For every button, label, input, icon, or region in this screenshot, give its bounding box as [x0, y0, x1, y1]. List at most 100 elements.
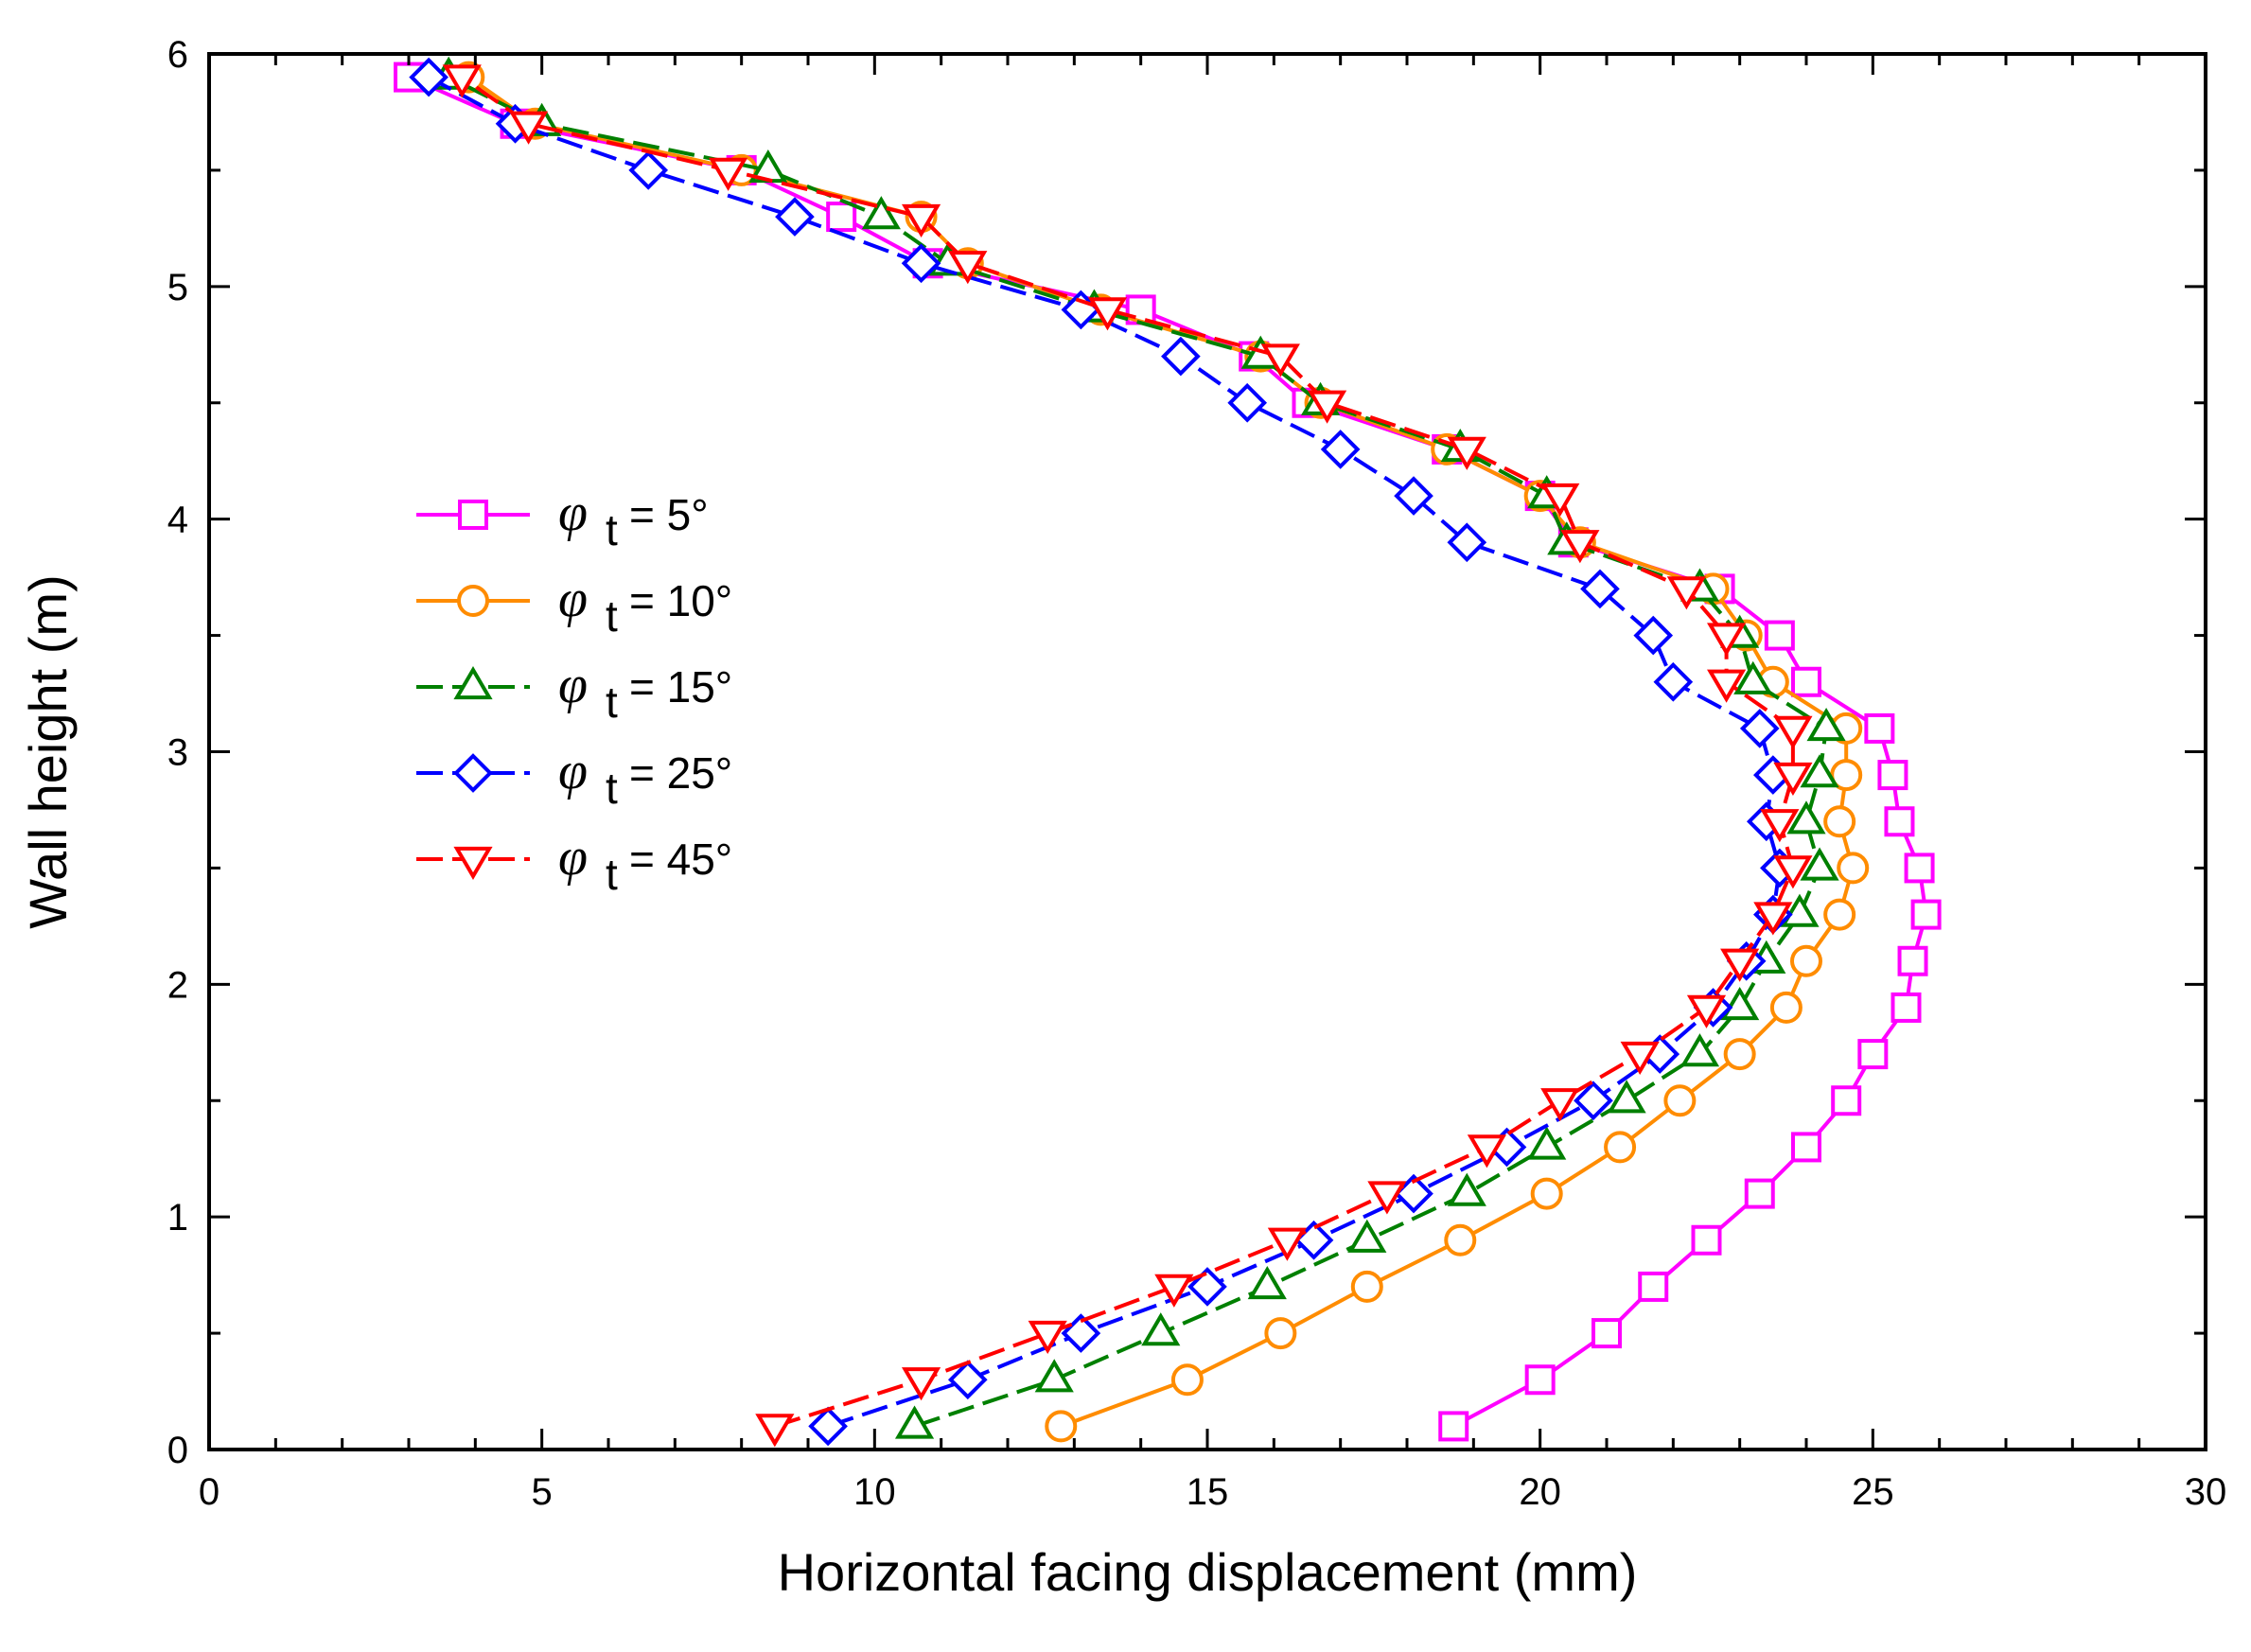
circle-marker — [1823, 805, 1856, 838]
circle-marker — [1790, 944, 1822, 977]
triangle-up-marker — [1679, 1033, 1720, 1067]
diamond-marker — [1633, 615, 1674, 656]
triangle-up-marker — [1347, 1219, 1387, 1253]
triangle-up-marker — [1780, 893, 1820, 927]
diamond-marker — [453, 753, 493, 793]
diamond-marker — [947, 1360, 988, 1400]
triangle-down-marker — [442, 64, 482, 98]
triangle-up-marker — [861, 196, 901, 230]
triangle-up-marker — [1806, 707, 1846, 742]
triangle-up-marker — [1733, 660, 1773, 694]
triangle-down-marker — [1367, 1181, 1407, 1215]
triangle-down-marker — [1540, 1088, 1580, 1122]
triangle-down-marker — [1447, 436, 1486, 470]
circle-marker — [1444, 1223, 1477, 1257]
triangle-down-marker — [901, 203, 941, 238]
legend-value: = 5° — [629, 490, 709, 539]
square-marker — [1592, 1318, 1622, 1349]
circle-marker — [1723, 1038, 1756, 1071]
circle-marker — [1045, 1410, 1078, 1443]
triangle-up-marker — [1800, 754, 1839, 788]
diamond-marker — [808, 1406, 848, 1447]
triangle-down-marker — [1773, 762, 1813, 797]
triangle-up-marker — [1607, 1080, 1646, 1114]
triangle-down-marker — [1773, 855, 1813, 889]
diamond-marker — [1580, 569, 1620, 609]
triangle-down-marker — [1707, 623, 1747, 657]
diamond-marker — [1320, 430, 1361, 469]
triangle-down-marker — [1560, 530, 1600, 564]
triangle-down-marker — [901, 1367, 941, 1401]
square-marker — [458, 500, 488, 530]
triangle-down-marker — [1028, 1320, 1067, 1355]
y-tick-label: 3 — [167, 732, 188, 774]
legend-subscript: t — [606, 505, 618, 554]
circle-marker — [1170, 1363, 1204, 1397]
diamond-marker — [901, 243, 941, 284]
square-marker — [1890, 992, 1922, 1023]
legend-symbol: φ — [558, 483, 588, 542]
diamond-marker — [1447, 522, 1487, 563]
triangle-down-marker — [1760, 809, 1800, 843]
legend-value: = 15° — [629, 662, 732, 712]
triangle-up-marker — [1800, 847, 1839, 881]
circle-marker — [457, 585, 489, 617]
triangle-down-marker — [1540, 483, 1580, 518]
triangle-up-marker — [1527, 1126, 1567, 1160]
triangle-up-marker — [1447, 1172, 1486, 1206]
triangle-down-marker — [709, 157, 748, 191]
triangle-up-marker — [1720, 986, 1760, 1021]
triangle-down-marker — [1154, 1274, 1194, 1308]
triangle-down-marker — [453, 846, 493, 880]
circle-marker — [1350, 1270, 1383, 1303]
diamond-marker — [409, 57, 448, 97]
triangle-down-marker — [1707, 669, 1747, 703]
triangle-down-marker — [1773, 715, 1813, 749]
legend-symbol: φ — [558, 828, 588, 887]
triangle-down-marker — [509, 111, 549, 145]
legend-value: = 10° — [629, 576, 732, 625]
circle-marker — [1663, 1084, 1697, 1117]
series-line — [428, 75, 1782, 1429]
series-4 — [442, 64, 1813, 1448]
triangle-down-marker — [1753, 902, 1793, 936]
triangle-down-marker — [1620, 1041, 1660, 1076]
triangle-down-marker — [1666, 576, 1706, 610]
circle-marker — [1604, 1131, 1637, 1164]
circle-marker — [1830, 759, 1863, 792]
x-tick-label: 10 — [853, 1471, 896, 1513]
y-tick-label: 1 — [167, 1197, 188, 1239]
y-tick-label: 4 — [167, 500, 188, 541]
y-tick-label: 5 — [167, 267, 188, 308]
square-marker — [1744, 1178, 1775, 1209]
circle-marker — [1823, 898, 1856, 931]
triangle-up-marker — [1141, 1312, 1181, 1346]
triangle-down-marker — [755, 1414, 795, 1448]
tick-labels-layer: 0 5 10 15 20 25 30 0 1 2 3 4 5 6 — [167, 34, 2227, 1513]
x-tick-label: 25 — [1852, 1471, 1894, 1513]
triangle-down-marker — [1260, 343, 1300, 378]
square-marker — [1897, 945, 1928, 976]
diamond-marker — [1394, 476, 1433, 516]
legend-symbol: φ — [558, 570, 588, 628]
legend-value: = 45° — [629, 835, 732, 884]
triangle-down-marker — [1686, 994, 1727, 1028]
diamond-marker — [1161, 336, 1201, 377]
diamond-marker — [775, 197, 815, 237]
square-marker — [1910, 899, 1942, 930]
triangle-down-marker — [1467, 1134, 1506, 1169]
square-marker — [1877, 760, 1908, 791]
square-marker — [1524, 1364, 1556, 1396]
triangle-down-marker — [1720, 948, 1760, 982]
diamond-marker — [1574, 1081, 1613, 1121]
y-tick-label: 2 — [167, 964, 188, 1006]
legend-subscript: t — [606, 764, 618, 813]
x-axis-title: Horizontal facing displacement (mm) — [778, 1542, 1638, 1602]
